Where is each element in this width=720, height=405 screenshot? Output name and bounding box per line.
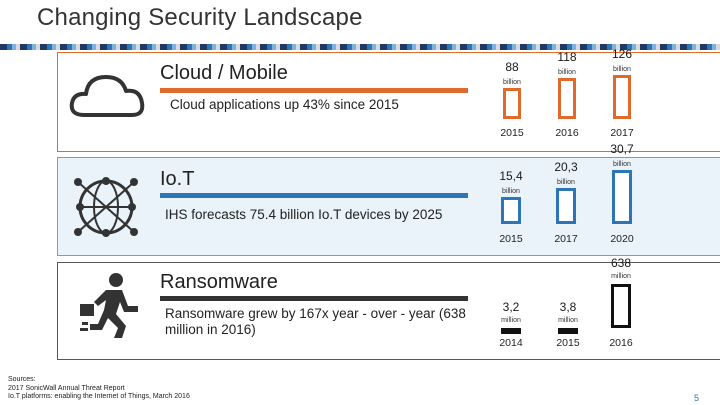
iot-value-label: 20,3 xyxy=(554,160,578,174)
iot-bar xyxy=(612,170,632,224)
iot-value-label: 15,4 xyxy=(499,169,523,183)
ransomware-bar xyxy=(558,328,578,334)
cloud-bar xyxy=(503,88,521,119)
decorative-top-bar xyxy=(0,44,720,50)
ransomware-value-label: 638 xyxy=(610,256,632,270)
ransomware-note: Ransomware grew by 167x year - over - ye… xyxy=(165,306,466,337)
iot-year-label: 2015 xyxy=(499,233,523,245)
iot-bar xyxy=(501,197,521,224)
cloud-year-label: 2015 xyxy=(500,127,524,139)
page-number: 5 xyxy=(694,393,700,403)
cloud-note: Cloud applications up 43% since 2015 xyxy=(170,97,399,112)
iot-unit-label: billion xyxy=(502,188,520,195)
ransomware-unit-label: million xyxy=(611,273,631,280)
cloud-value-label: 118 xyxy=(557,50,577,64)
ransomware-value-label: 3,8 xyxy=(559,300,577,314)
cloud-icon xyxy=(66,65,150,125)
ransomware-heading: Ransomware xyxy=(160,271,278,293)
cloud-panel xyxy=(57,52,720,152)
cloud-rule xyxy=(160,88,468,93)
iot-year-label: 2017 xyxy=(554,233,578,245)
ransomware-unit-label: million xyxy=(558,317,578,324)
ransomware-panel xyxy=(57,262,720,360)
iot-heading: Io.T xyxy=(160,168,195,190)
cloud-year-label: 2017 xyxy=(610,127,634,139)
iot-value-label: 30,7 xyxy=(610,142,634,156)
ransomware-year-label: 2015 xyxy=(556,337,580,349)
ransomware-year-label: 2014 xyxy=(499,337,523,349)
page-title: Changing Security Landscape xyxy=(37,4,363,31)
cloud-heading: Cloud / Mobile xyxy=(160,62,288,84)
iot-panel xyxy=(57,157,720,256)
cloud-unit-label: billion xyxy=(558,69,576,76)
sources-label: Sources: xyxy=(8,376,36,383)
iot-bar xyxy=(556,188,576,224)
globe-network-icon xyxy=(68,172,144,242)
cloud-bar xyxy=(558,78,576,119)
iot-year-label: 2020 xyxy=(610,233,634,245)
running-thief-icon xyxy=(76,272,146,340)
cloud-unit-label: billion xyxy=(613,66,631,73)
iot-note: IHS forecasts 75.4 billion Io.T devices … xyxy=(165,207,443,222)
cloud-value-label: 126 xyxy=(611,47,633,61)
ransomware-value-label: 3,2 xyxy=(502,300,520,314)
cloud-unit-label: billion xyxy=(503,79,521,86)
ransomware-bar xyxy=(501,328,521,334)
ransomware-rule xyxy=(160,296,468,301)
iot-unit-label: billion xyxy=(613,161,631,168)
ransomware-year-label: 2016 xyxy=(609,337,633,349)
sources-line-1: 2017 SonicWall Annual Threat Report xyxy=(8,384,125,392)
sources-line-2: Io.T platforms: enabling the Internet of… xyxy=(8,393,190,400)
ransomware-unit-label: million xyxy=(501,317,521,324)
ransomware-bar xyxy=(611,284,631,328)
sources: Sources: 2017 SonicWall Annual Threat Re… xyxy=(8,376,190,402)
cloud-value-label: 88 xyxy=(505,60,519,74)
iot-unit-label: billion xyxy=(557,179,575,186)
cloud-bar xyxy=(613,75,631,119)
iot-rule xyxy=(160,193,468,198)
cloud-year-label: 2016 xyxy=(555,127,579,139)
